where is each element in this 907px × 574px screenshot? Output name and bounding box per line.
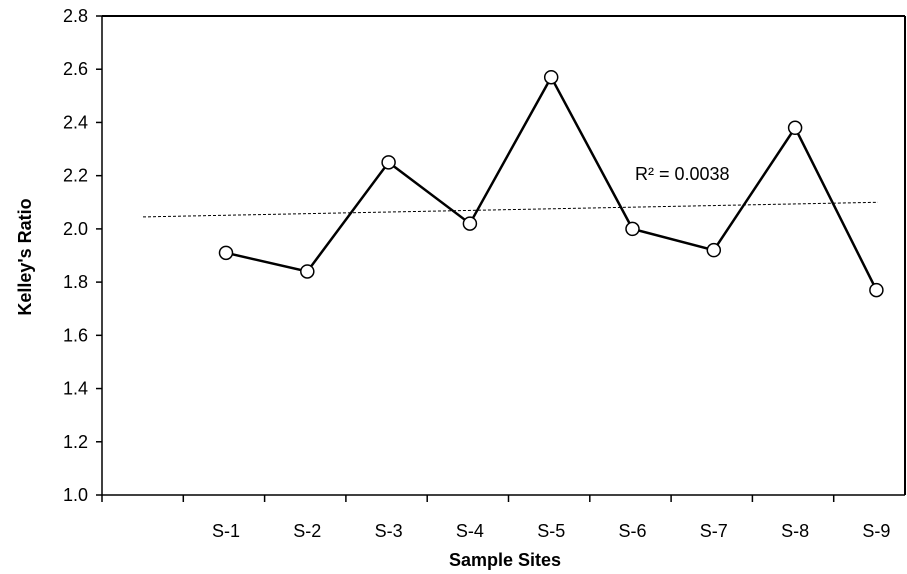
trendline-layer [142,201,879,218]
y-axis-title: Kelley's Ratio [15,198,35,315]
r-squared-annotation: R² = 0.0038 [635,164,730,184]
x-tick-label: S-1 [212,521,240,541]
data-point-marker [381,155,396,170]
y-tick-label: 1.8 [63,272,88,292]
x-tick-label: S-8 [781,521,809,541]
y-tick-label: 1.6 [63,325,88,345]
x-tick-label: S-4 [456,521,484,541]
data-point-marker [869,282,884,298]
y-tick-label: 2.8 [63,6,88,26]
y-ticks: 1.0 1.2 1.4 1.6 1.8 2.0 2.2 2.4 2.6 2.8 [63,6,102,505]
x-ticks: S-1 S-2 S-3 S-4 S-5 S-6 S-7 S-8 S-9 [101,495,890,541]
series-layer [218,69,884,298]
data-point-marker [543,69,559,85]
plot-frame [101,15,906,496]
x-axis-title: Sample Sites [449,550,561,570]
data-point-marker [462,216,478,231]
x-tick-label: S-7 [700,521,728,541]
x-tick-label: S-2 [293,521,321,541]
x-tick-label: S-3 [375,521,403,541]
data-point-marker [706,242,722,258]
data-point-marker [300,264,315,279]
y-tick-label: 2.0 [63,219,88,239]
data-point-marker [218,245,234,261]
data-point-marker [787,120,803,136]
series-line [225,74,878,291]
x-tick-label: S-6 [618,521,646,541]
y-tick-label: 2.4 [63,112,88,132]
trendline [142,201,879,218]
y-tick-label: 1.0 [63,485,88,505]
y-tick-label: 2.6 [63,59,88,79]
y-tick-label: 1.2 [63,432,88,452]
data-point-marker [625,221,640,237]
y-tick-label: 1.4 [63,379,88,399]
x-tick-label: S-9 [862,521,890,541]
y-tick-label: 2.2 [63,166,88,186]
x-tick-label: S-5 [537,521,565,541]
